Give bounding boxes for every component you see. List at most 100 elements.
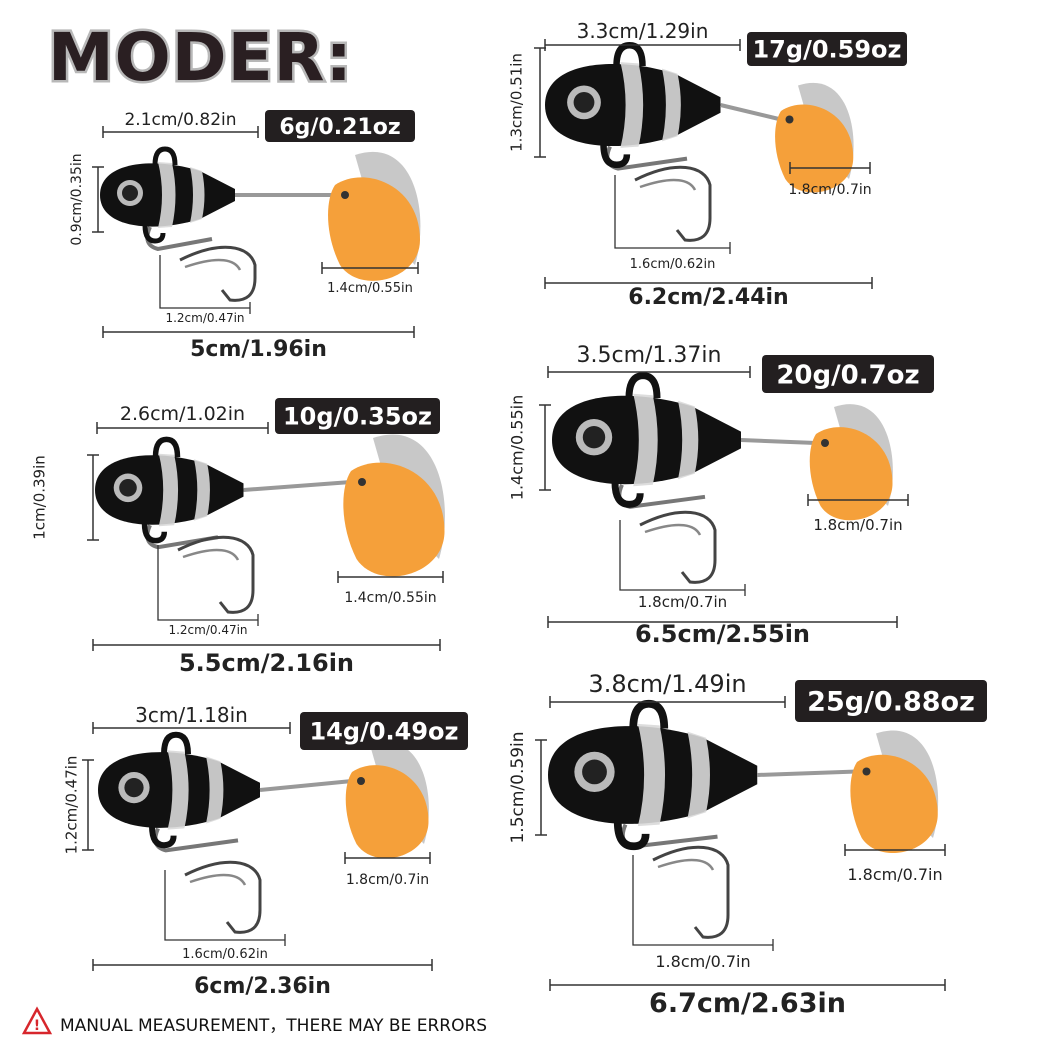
hook-label: 1.6cm/0.62in — [182, 947, 268, 962]
weight-label: 6g/0.21oz — [279, 115, 400, 140]
total-length-line — [92, 959, 433, 971]
line-tie-loop — [629, 699, 669, 729]
hook-barb — [184, 258, 242, 271]
head-length-line — [102, 126, 259, 138]
lure-4: 3.3cm/1.29in 17g/0.59oz 1.3cm/0.51in 1.6cm/… — [508, 19, 907, 310]
head-length-label: 2.6cm/1.02in — [120, 403, 245, 425]
swivel — [740, 438, 817, 445]
warning-note: ! MANUAL MEASUREMENT，THERE MAY BE ERRORS — [21, 1006, 487, 1036]
height-label: 1.3cm/0.51in — [508, 53, 526, 152]
height-label: 1.5cm/0.59in — [508, 731, 528, 843]
stripe — [167, 750, 189, 830]
eye — [582, 759, 607, 785]
blade-label: 1.4cm/0.55in — [327, 281, 413, 296]
hook-loop — [142, 224, 166, 244]
head-length-label: 2.1cm/0.82in — [124, 110, 236, 130]
line-tie-loop — [152, 436, 181, 458]
head-length-line — [544, 39, 741, 51]
total-length-label: 5cm/1.96in — [190, 337, 327, 362]
stripe — [190, 167, 205, 223]
stripe — [687, 731, 710, 819]
stripe — [158, 453, 179, 527]
hook-loop — [613, 821, 650, 851]
total-length-line — [92, 639, 441, 651]
weight-badge — [300, 712, 468, 750]
weight-badge — [795, 680, 987, 722]
blade-front — [775, 104, 854, 193]
lure-body — [552, 372, 741, 508]
eye — [582, 426, 606, 449]
height-line — [82, 759, 94, 851]
line-tie-loop — [625, 372, 661, 399]
stripe — [206, 756, 224, 824]
weight-label: 14g/0.49oz — [309, 718, 458, 746]
weight-label: 25g/0.88oz — [807, 687, 975, 718]
lure-body — [545, 41, 721, 169]
swivel — [259, 779, 353, 792]
eye — [124, 778, 144, 798]
head-length-label: 3.3cm/1.29in — [577, 19, 709, 43]
blade-line — [844, 844, 946, 856]
head-length-line — [547, 366, 751, 378]
hook-line — [157, 545, 259, 626]
treble-hook — [617, 483, 717, 584]
hook-loop — [141, 522, 168, 544]
blade-line — [337, 571, 444, 583]
height-label: 1.2cm/0.47in — [63, 756, 81, 855]
hook-line — [614, 175, 731, 254]
height-label: 1cm/0.39in — [31, 455, 49, 540]
line-tie-loop — [152, 146, 178, 166]
head-length-line — [549, 696, 786, 708]
swivel — [243, 480, 352, 492]
hook-shank — [652, 845, 730, 939]
blade-label: 1.8cm/0.7in — [788, 182, 871, 198]
head-length-line — [92, 722, 291, 734]
hook-line — [164, 870, 286, 946]
hook-label: 1.2cm/0.47in — [168, 623, 247, 637]
height-line — [539, 404, 551, 491]
hook-barb — [182, 548, 240, 561]
weight-badge — [762, 355, 934, 393]
blade-front — [328, 177, 420, 281]
hook-label: 1.8cm/0.7in — [638, 593, 727, 611]
stripe — [620, 62, 644, 148]
total-length-label: 5.5cm/2.16in — [179, 649, 354, 677]
blade-front — [850, 754, 938, 854]
head-length-label: 3.8cm/1.49in — [588, 670, 746, 698]
hook-line — [159, 255, 251, 314]
head-length-label: 3cm/1.18in — [135, 703, 248, 727]
hook-line — [632, 855, 774, 951]
blade-front — [809, 427, 893, 521]
blade-hole — [357, 777, 365, 785]
height-line — [534, 47, 546, 158]
lure-3: 3cm/1.18in 14g/0.49oz 1.2cm/0.47in 1.6cm/0.… — [63, 703, 468, 999]
hook-loop — [149, 825, 177, 849]
weight-badge — [265, 110, 415, 142]
stripe — [678, 400, 699, 480]
weight-label: 17g/0.59oz — [752, 36, 901, 64]
hook-shank — [179, 245, 257, 302]
blade-label: 1.8cm/0.7in — [847, 865, 942, 884]
hook-barb — [639, 178, 697, 191]
swivel — [720, 103, 782, 122]
split-ring — [145, 226, 213, 252]
line-tie-loop — [161, 731, 192, 755]
stripe — [633, 393, 658, 487]
total-length-line — [102, 326, 415, 338]
stripe — [158, 162, 176, 228]
blade-label: 1.8cm/0.7in — [813, 516, 902, 534]
lure-2: 2.6cm/1.02in 10g/0.35oz 1cm/0.39in 1.2cm/0.… — [31, 398, 445, 677]
lure-body — [98, 731, 260, 849]
warning-exclamation: ! — [34, 1018, 40, 1034]
lure-6: 3.8cm/1.49in 25g/0.88oz 1.5cm/0.59in 1.8cm/… — [508, 670, 987, 1019]
stripe — [637, 723, 666, 827]
blade-hole — [862, 767, 871, 776]
warning-text: MANUAL MEASUREMENT，THERE MAY BE ERRORS — [60, 1016, 487, 1036]
blade-hole — [785, 115, 794, 124]
eye — [119, 479, 137, 497]
total-length-line — [547, 616, 898, 628]
swivel — [757, 769, 858, 777]
hook-shank — [177, 535, 255, 614]
height-line — [87, 454, 99, 541]
